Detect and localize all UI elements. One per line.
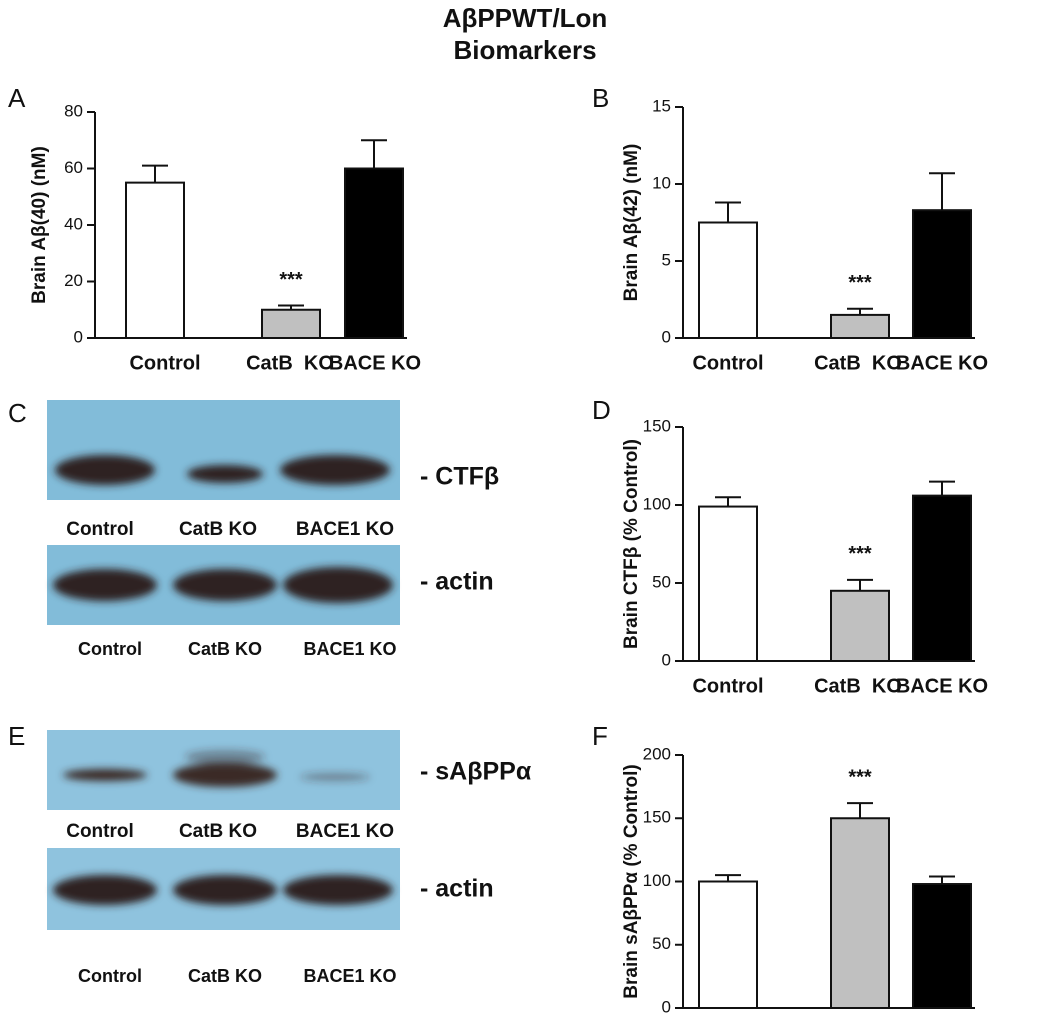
y-tick-label: 150 <box>643 808 671 827</box>
y-tick-label: 100 <box>643 871 671 890</box>
y-tick-label: 0 <box>662 650 671 669</box>
bar <box>912 494 972 663</box>
lane-label: Control <box>78 639 142 659</box>
blot <box>47 400 400 500</box>
annotation: *** <box>279 269 303 291</box>
bar <box>261 308 321 339</box>
lane-label: BACE1 KO <box>303 966 396 986</box>
y-axis-label: Brain Aβ(40) (nM) <box>29 146 50 304</box>
y-axis-label: Brain Aβ(42) (nM) <box>621 144 642 302</box>
x-tick-label: CatB KO <box>814 352 902 374</box>
y-tick-label: 60 <box>64 158 83 177</box>
bands <box>53 567 393 603</box>
lane-label: BACE1 KO <box>303 639 396 659</box>
x-tick-label: CatB KO <box>814 675 902 697</box>
lane-label: Control <box>66 821 134 842</box>
y-tick-label: 0 <box>74 327 83 346</box>
lane-label: Control <box>78 966 142 986</box>
bar <box>830 589 890 662</box>
bands <box>63 750 370 787</box>
bar <box>698 221 758 339</box>
panel-letter: F <box>592 721 608 751</box>
lane-label: BACE1 KO <box>296 519 394 540</box>
bar <box>912 209 972 339</box>
bar <box>698 880 758 1009</box>
bar <box>125 181 185 339</box>
y-tick-label: 40 <box>64 214 83 233</box>
y-tick-label: 50 <box>652 934 671 953</box>
lane-label: Control <box>66 519 134 540</box>
y-tick-label: 10 <box>652 173 671 192</box>
bands <box>55 455 390 485</box>
annotation: *** <box>848 543 872 565</box>
annotation: *** <box>848 766 872 788</box>
panel-letter: B <box>592 83 609 113</box>
blot-label: - CTFβ <box>420 463 499 491</box>
y-tick-label: 80 <box>64 101 83 120</box>
bar <box>344 167 404 339</box>
blot-label: - actin <box>420 568 494 596</box>
annotation: *** <box>848 272 872 294</box>
title: AβPPWT/Lon <box>443 3 608 33</box>
lane-label: CatB KO <box>179 519 257 540</box>
y-tick-label: 150 <box>643 416 671 435</box>
y-tick-label: 50 <box>652 572 671 591</box>
panel-letter: A <box>8 83 26 113</box>
blot-label: - actin <box>420 875 494 903</box>
lane-label: CatB KO <box>188 966 262 986</box>
bands <box>53 875 393 905</box>
y-tick-label: 5 <box>662 250 671 269</box>
y-tick-label: 200 <box>643 744 671 763</box>
bar <box>830 817 890 1009</box>
x-tick-label: Control <box>692 352 763 374</box>
panel-letter: D <box>592 395 611 425</box>
x-tick-label: BACE KO <box>329 352 421 374</box>
y-axis-label: Brain CTFβ (% Control) <box>621 439 642 649</box>
y-tick-label: 15 <box>652 96 671 115</box>
panel-letter: C <box>8 398 27 428</box>
x-tick-label: BACE KO <box>896 352 988 374</box>
lane-label: CatB KO <box>188 639 262 659</box>
y-tick-label: 0 <box>662 327 671 346</box>
x-tick-label: CatB KO <box>246 352 334 374</box>
panel-letter: E <box>8 721 25 751</box>
bar <box>698 505 758 662</box>
bar <box>912 883 972 1010</box>
x-tick-label: Control <box>129 352 200 374</box>
x-tick-label: BACE KO <box>896 675 988 697</box>
lane-label: BACE1 KO <box>296 821 394 842</box>
lane-label: CatB KO <box>179 821 257 842</box>
y-tick-label: 0 <box>662 997 671 1014</box>
y-tick-label: 20 <box>64 271 83 290</box>
subtitle: Biomarkers <box>453 35 596 65</box>
blot-label: - sAβPPα <box>420 758 532 786</box>
y-tick-label: 100 <box>643 494 671 513</box>
y-axis-label: Brain sAβPPα (% Control) <box>621 764 642 998</box>
bar <box>830 313 890 339</box>
x-tick-label: Control <box>692 675 763 697</box>
